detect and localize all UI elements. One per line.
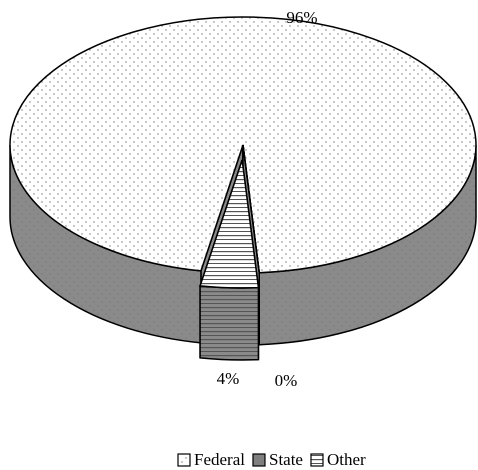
- legend-label: Federal: [194, 450, 245, 469]
- slice: [242, 144, 260, 273]
- legend-swatch: [252, 453, 266, 467]
- slice: [199, 159, 260, 289]
- data-label: 4%: [217, 369, 240, 388]
- legend-label: State: [269, 450, 303, 469]
- legend-label: Other: [327, 450, 366, 469]
- legend-swatch: [177, 453, 191, 467]
- slice-side: [199, 285, 260, 361]
- data-label: 96%: [286, 8, 317, 27]
- data-label: 0%: [275, 371, 298, 390]
- legend-swatch: [310, 453, 324, 467]
- slice: [9, 16, 477, 274]
